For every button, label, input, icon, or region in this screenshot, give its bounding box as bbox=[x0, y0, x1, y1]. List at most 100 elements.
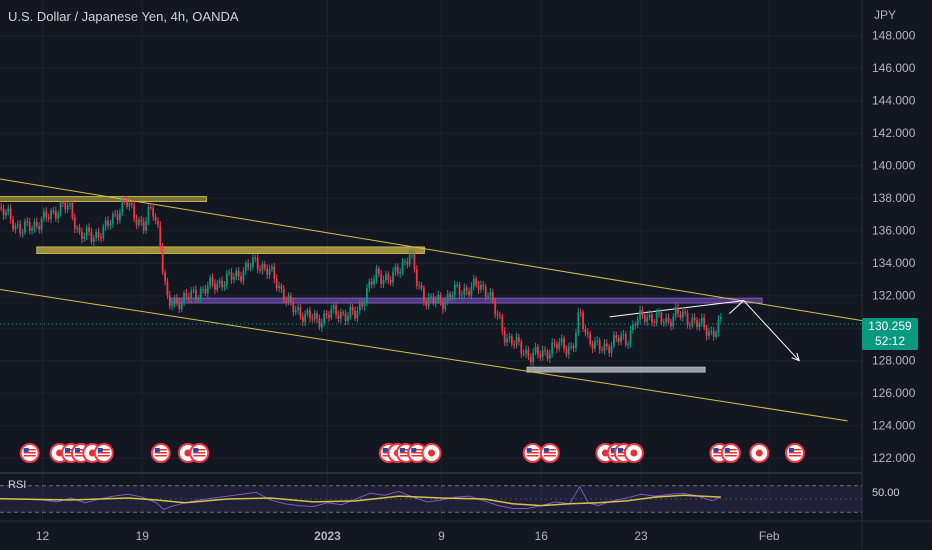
candle-body bbox=[491, 292, 494, 301]
us-flag-icon[interactable] bbox=[189, 443, 210, 463]
candle bbox=[21, 228, 24, 238]
candle-body bbox=[354, 310, 356, 319]
event-markers bbox=[19, 443, 805, 463]
candle bbox=[24, 218, 26, 235]
candle-body bbox=[330, 308, 333, 318]
event-marker-stripe bbox=[399, 452, 412, 454]
candle bbox=[271, 263, 273, 273]
candle bbox=[665, 313, 668, 327]
us-flag-icon[interactable] bbox=[93, 443, 114, 463]
candle-body bbox=[373, 279, 375, 285]
candle-body bbox=[102, 226, 105, 239]
candle bbox=[529, 353, 532, 366]
candle bbox=[622, 329, 625, 340]
event-marker-stripe bbox=[617, 449, 630, 451]
candle-body bbox=[19, 224, 22, 234]
candle bbox=[197, 294, 200, 303]
candle-body bbox=[187, 296, 190, 299]
candle bbox=[442, 298, 444, 314]
candle-body bbox=[195, 289, 197, 300]
candle-body bbox=[14, 225, 17, 230]
candle-body bbox=[691, 317, 694, 326]
candle bbox=[261, 260, 264, 275]
symbol-title[interactable]: U.S. Dollar / Japanese Yen, 4h, OANDA bbox=[8, 9, 239, 24]
candle bbox=[33, 218, 36, 233]
candle-body bbox=[332, 305, 335, 309]
event-marker-canton bbox=[193, 448, 199, 452]
candle bbox=[282, 285, 285, 304]
candle bbox=[408, 250, 411, 268]
price-tick-label: 146.000 bbox=[872, 61, 916, 75]
candle bbox=[681, 307, 684, 322]
price-tick-label: 132.000 bbox=[872, 289, 916, 303]
candle-body bbox=[328, 315, 330, 318]
us-flag-icon[interactable] bbox=[720, 443, 741, 463]
candle-body bbox=[667, 317, 670, 322]
candle-body bbox=[28, 221, 31, 231]
us-flag-icon[interactable] bbox=[539, 443, 560, 463]
candle-body bbox=[465, 287, 468, 292]
currency-label: JPY bbox=[874, 8, 896, 22]
candle-body bbox=[216, 283, 219, 290]
candle bbox=[700, 313, 703, 327]
candle-body bbox=[111, 213, 114, 224]
candle-body bbox=[586, 332, 589, 335]
event-marker-stripe bbox=[543, 455, 556, 457]
price-tick-label: 124.000 bbox=[872, 419, 916, 433]
jp-flag-icon[interactable] bbox=[623, 443, 644, 463]
candle bbox=[532, 348, 535, 367]
candle-body bbox=[401, 262, 404, 273]
candle-body bbox=[646, 317, 649, 322]
candle bbox=[16, 220, 19, 229]
event-marker-stripe bbox=[724, 449, 737, 451]
us-flag-icon[interactable] bbox=[19, 443, 40, 463]
candle-body bbox=[565, 348, 568, 355]
candle-body bbox=[268, 268, 271, 275]
candle bbox=[59, 198, 62, 217]
candle bbox=[204, 284, 207, 297]
candle bbox=[69, 199, 71, 210]
zone-resistance bbox=[170, 297, 763, 304]
candle bbox=[211, 273, 214, 288]
candle bbox=[328, 310, 330, 322]
candle-body bbox=[344, 313, 347, 321]
event-marker-canton bbox=[23, 448, 29, 452]
candle bbox=[627, 340, 630, 349]
candle-body bbox=[130, 203, 133, 205]
candle bbox=[518, 333, 520, 346]
candle bbox=[54, 206, 57, 222]
last-price-tag: 130.259 52:12 bbox=[862, 318, 918, 350]
us-flag-icon[interactable] bbox=[522, 443, 543, 463]
candle bbox=[100, 232, 102, 243]
jp-flag-icon[interactable] bbox=[749, 443, 770, 463]
candle-body bbox=[47, 217, 50, 219]
rsi-legend[interactable]: RSI bbox=[8, 479, 27, 491]
candle bbox=[404, 258, 406, 266]
jp-flag-icon[interactable] bbox=[421, 443, 442, 463]
candle-body bbox=[385, 274, 387, 281]
candle bbox=[330, 304, 333, 321]
candle bbox=[209, 274, 212, 290]
candle bbox=[572, 343, 575, 353]
candle bbox=[601, 346, 603, 354]
candle-body bbox=[358, 302, 361, 311]
us-flag-icon[interactable] bbox=[784, 443, 805, 463]
candle-body bbox=[639, 309, 641, 320]
candle-body bbox=[12, 219, 14, 230]
candle-body bbox=[59, 201, 62, 214]
candle bbox=[579, 308, 582, 317]
candle bbox=[370, 277, 373, 289]
us-flag-icon[interactable] bbox=[150, 443, 171, 463]
candle bbox=[719, 312, 722, 323]
candle-body bbox=[458, 285, 461, 295]
event-marker-stripe bbox=[411, 455, 424, 457]
event-marker-stripe bbox=[23, 449, 36, 451]
candle-body bbox=[140, 219, 143, 222]
candle-body bbox=[347, 316, 349, 321]
candle-body bbox=[97, 231, 100, 238]
candle-body bbox=[527, 349, 530, 357]
candle bbox=[411, 249, 413, 259]
candle-body bbox=[610, 345, 613, 354]
